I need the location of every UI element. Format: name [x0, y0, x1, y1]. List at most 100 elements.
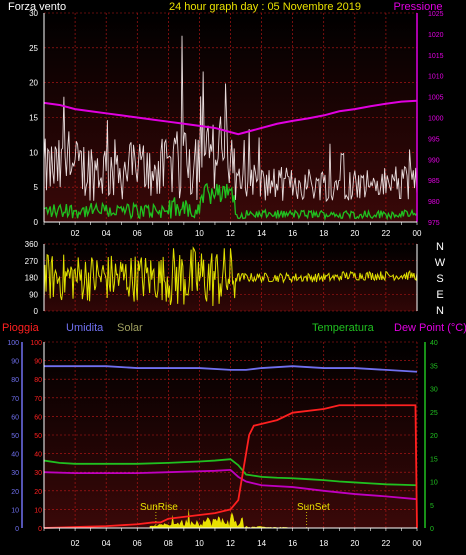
- y-tick-label-rain: 50: [34, 433, 42, 440]
- y-tick-label-wind: 25: [29, 44, 38, 53]
- x-tick-label: 14: [257, 539, 266, 548]
- series-rain: [43, 404, 418, 529]
- header-left-label: Forza vento: [8, 1, 66, 13]
- y-tick-label-humidity: 0: [15, 526, 19, 533]
- series-wind-average: [43, 182, 418, 221]
- y-tick-label-rain: 30: [34, 470, 42, 477]
- y-tick-label-wind: 15: [29, 114, 38, 123]
- x-tick-label: 02: [71, 539, 80, 548]
- series-pressure: [43, 99, 418, 136]
- legend-dewpoint: Dew Point (°C): [394, 322, 466, 334]
- y-tick-label-rain: 20: [34, 489, 42, 496]
- annotation-sunrise: SunRise: [140, 502, 178, 513]
- y-tick-label-temperature: 25: [430, 410, 438, 417]
- y-tick-label-pressure: 990: [428, 157, 440, 164]
- y-tick-label-temperature: 40: [430, 340, 438, 347]
- x-tick-label: 08: [164, 539, 173, 548]
- y-tick-label-wind: 20: [29, 79, 38, 88]
- y-tick-label-humidity: 80: [11, 377, 19, 384]
- y-tick-label-temperature: 0: [430, 526, 434, 533]
- y-tick-label-rain: 10: [34, 507, 42, 514]
- x-tick-label: 06: [133, 229, 142, 238]
- y-tick-label-direction: 90: [29, 290, 38, 299]
- y-tick-label-rain: 100: [30, 340, 42, 347]
- y-tick-label-pressure: 1015: [428, 53, 444, 60]
- y-tick-label-pressure: 1000: [428, 116, 444, 123]
- y-tick-label-pressure: 995: [428, 136, 440, 143]
- x-tick-label: 10: [195, 229, 204, 238]
- y-tick-label-rain: 0: [38, 526, 42, 533]
- y-tick-label-temperature: 10: [430, 480, 438, 487]
- y-tick-label-rain: 80: [34, 377, 42, 384]
- y-tick-label-direction: 270: [25, 257, 39, 266]
- x-tick-label: 18: [319, 229, 328, 238]
- y-tick-label-humidity: 50: [11, 433, 19, 440]
- y-tick-label-wind: 10: [29, 148, 38, 157]
- x-tick-label: 12: [226, 539, 235, 548]
- x-tick-label: 16: [288, 229, 297, 238]
- x-tick-label: 18: [319, 539, 328, 548]
- x-tick-label: 04: [102, 229, 111, 238]
- y-tick-label-humidity: 40: [11, 452, 19, 459]
- y-tick-label-wind: 5: [34, 183, 39, 192]
- legend-temperature: Temperatura: [312, 322, 375, 334]
- x-tick-label: 22: [381, 539, 390, 548]
- y-tick-label-rain: 60: [34, 414, 42, 421]
- y-tick-label-humidity: 30: [11, 470, 19, 477]
- x-tick-label: 04: [102, 539, 111, 548]
- y-tick-label-temperature: 5: [430, 503, 434, 510]
- y-tick-label-humidity: 100: [7, 340, 19, 347]
- y-tick-label-rain: 40: [34, 452, 42, 459]
- header-title: 24 hour graph day : 05 Novembre 2019: [169, 1, 361, 13]
- compass-label: W: [435, 257, 446, 269]
- series-wind-gust: [43, 35, 418, 203]
- x-tick-label: 20: [350, 229, 359, 238]
- series-humidity: [44, 365, 418, 373]
- y-tick-label-temperature: 30: [430, 387, 438, 394]
- series-layer: [43, 35, 418, 529]
- y-tick-label-pressure: 985: [428, 178, 440, 185]
- y-tick-label-wind: 0: [34, 218, 39, 227]
- x-tick-label: 14: [257, 229, 266, 238]
- x-tick-label: 20: [350, 539, 359, 548]
- x-tick-label: 08: [164, 229, 173, 238]
- y-tick-label-pressure: 1025: [428, 11, 444, 18]
- annotation-sunset: SunSet: [297, 502, 330, 513]
- header-right-label: Pressione: [394, 1, 443, 13]
- compass-label: E: [436, 289, 443, 301]
- series-dewpoint: [43, 468, 418, 501]
- x-tick-label: 06: [133, 539, 142, 548]
- y-tick-label-direction: 360: [25, 240, 39, 249]
- x-tick-label: 22: [381, 229, 390, 238]
- legend-solar: Solar: [117, 322, 143, 334]
- y-tick-label-temperature: 15: [430, 456, 438, 463]
- series-solar: [149, 508, 312, 528]
- y-tick-label-rain: 70: [34, 396, 42, 403]
- y-tick-label-temperature: 35: [430, 363, 438, 370]
- legend-rain: Pioggia: [2, 322, 40, 334]
- compass-label: S: [436, 273, 443, 285]
- legend-humidity: Umidita: [66, 322, 104, 334]
- y-tick-label-pressure: 1005: [428, 95, 444, 102]
- y-tick-label-rain: 90: [34, 359, 42, 366]
- series-wind-direction: [43, 246, 418, 306]
- y-tick-label-direction: 180: [25, 274, 39, 283]
- y-tick-label-humidity: 90: [11, 359, 19, 366]
- y-tick-label-humidity: 10: [11, 507, 19, 514]
- x-tick-label: 00: [413, 539, 422, 548]
- x-tick-label: 10: [195, 539, 204, 548]
- y-tick-label-pressure: 980: [428, 199, 440, 206]
- y-tick-label-humidity: 60: [11, 414, 19, 421]
- compass-label: N: [436, 241, 444, 253]
- y-tick-label-temperature: 20: [430, 433, 438, 440]
- y-tick-label-direction: 0: [34, 307, 39, 316]
- x-tick-label: 16: [288, 539, 297, 548]
- x-tick-label: 12: [226, 229, 235, 238]
- y-tick-label-wind: 30: [29, 9, 38, 18]
- compass-label: N: [436, 305, 444, 317]
- x-tick-label: 02: [71, 229, 80, 238]
- axis-layer: 02 02 04 04 06 06 08 08 10 10 12 12 14 14 16 16 18 18 20 20…: [7, 9, 443, 548]
- y-tick-label-pressure: 1020: [428, 32, 444, 39]
